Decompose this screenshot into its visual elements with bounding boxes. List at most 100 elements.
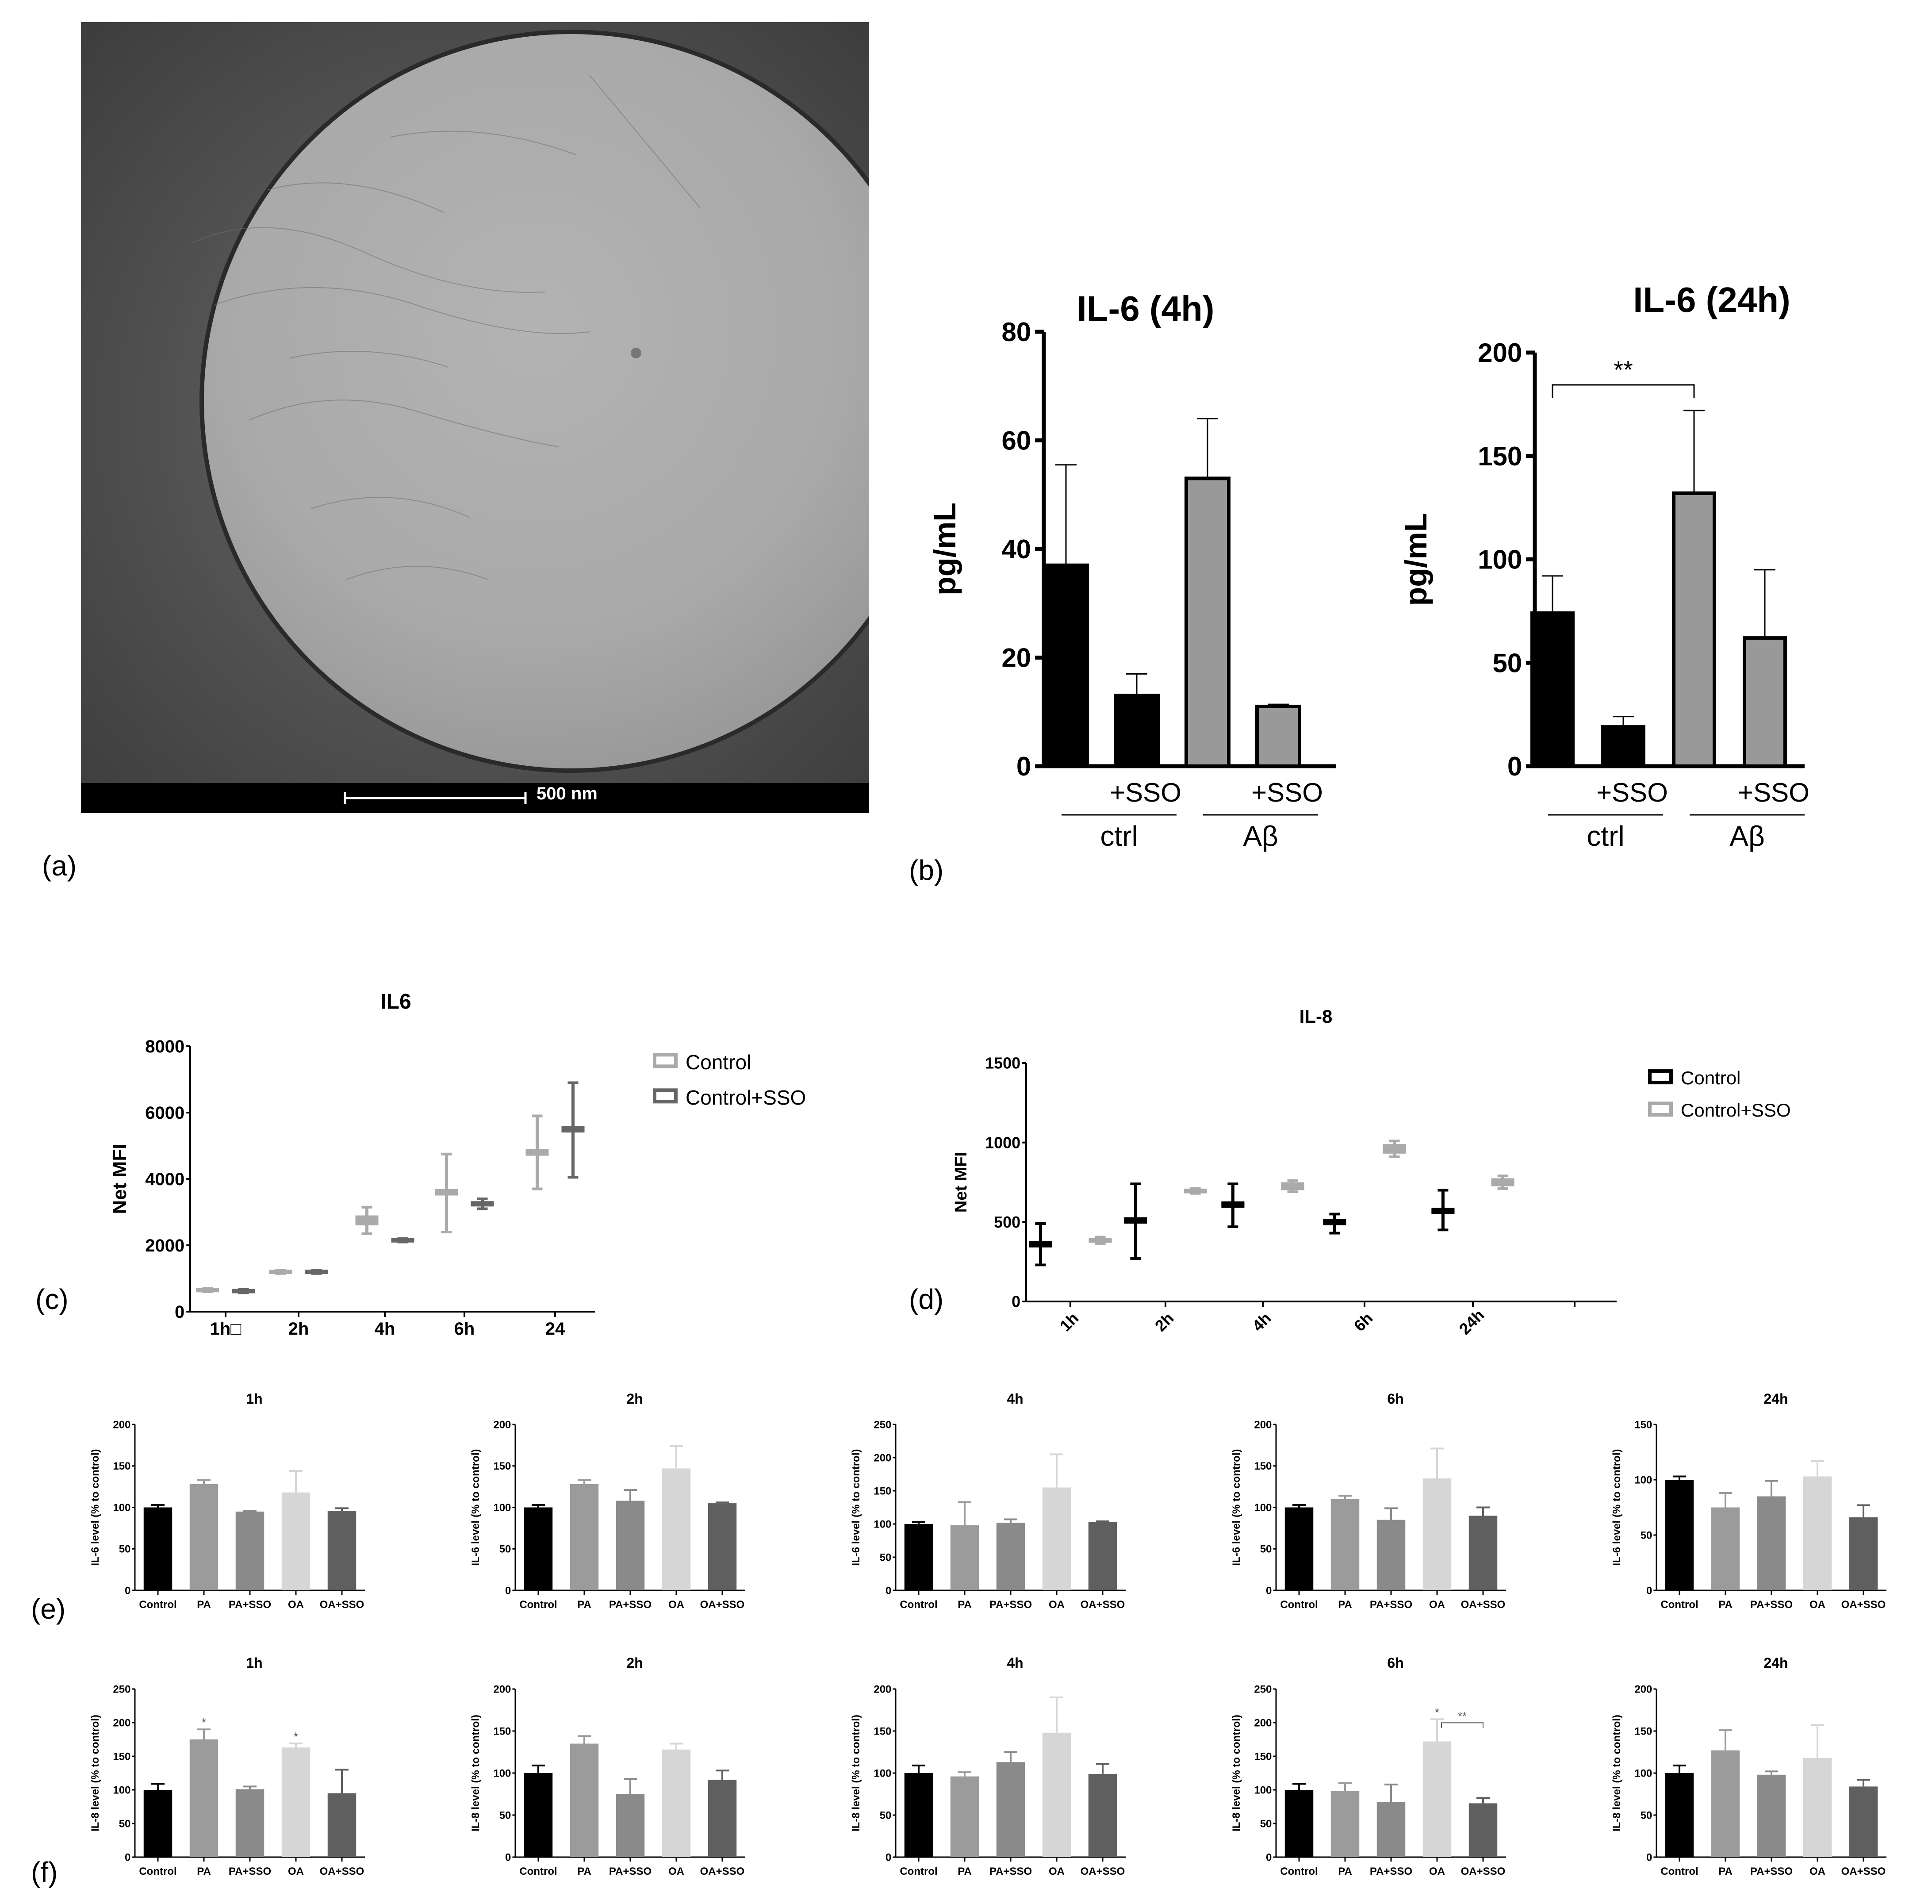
x-tick-label: 4h [375,1319,395,1339]
legend-entry: Control [686,1051,751,1074]
x-tick-label: PA [197,1599,211,1611]
bar [1601,725,1645,768]
y-tick-label: 0 [1646,1585,1652,1597]
y-tick-label: 250 [113,1683,130,1695]
bar [1043,563,1089,768]
y-tick-label: 200 [1478,338,1522,368]
x-tick-label: OA [668,1866,684,1877]
y-tick-label: 0 [1012,1293,1020,1311]
x-tick-label: Control [1280,1599,1318,1611]
y-tick-label: 50 [1492,648,1522,678]
chart-title: 2h [626,1391,643,1407]
bar [570,1743,599,1857]
significance-bracket [1441,1722,1484,1728]
legend-entry: Control+SSO [686,1086,806,1109]
bar [616,1501,645,1590]
bar [904,1773,933,1857]
bar [1284,1790,1314,1857]
bar [1088,1773,1117,1857]
y-tick-label: 200 [493,1419,511,1431]
y-tick-label: 150 [113,1460,130,1472]
bar-label: +SSO [1251,778,1323,807]
significance-mark: * [202,1716,207,1729]
x-tick-label: OA [1809,1599,1825,1611]
x-tick-label: OA+SSO [1461,1599,1506,1611]
x-tick-label: PA [197,1866,211,1877]
y-axis-label: IL-8 level (% to control) [89,1715,101,1831]
x-tick-label: Control [1660,1866,1698,1877]
x-tick-label: Control [900,1866,937,1877]
x-tick-label: Control [1660,1599,1698,1611]
y-tick-label: 0 [175,1302,184,1322]
y-tick-label: 80 [1001,317,1031,347]
panel-label-b: (b) [909,854,944,886]
y-tick-label: 150 [493,1460,511,1472]
group-label: ctrl [1100,820,1138,852]
bar [189,1484,218,1590]
y-tick-label: 150 [1634,1419,1652,1431]
y-tick-label: 150 [1254,1460,1272,1472]
y-tick-label: 60 [1001,426,1031,456]
group-label: ctrl [1587,820,1624,852]
y-tick-label: 150 [1254,1750,1272,1762]
y-tick-label: 150 [493,1725,511,1737]
chart-title: IL6 [380,990,411,1013]
y-tick-label: 50 [1641,1529,1652,1541]
chart-d: 0 500 1000 1500 Net MFI IL-8 1h 2h 4h 6h 24h Contro… [952,1006,1791,1338]
bar [570,1484,599,1590]
bar [235,1789,264,1857]
bar [1376,1520,1406,1590]
bar [281,1747,310,1857]
y-axis-label: IL-8 level (% to control) [470,1715,482,1831]
y-tick-label: 0 [1266,1851,1272,1863]
legend-entry: Control+SSO [1681,1100,1791,1121]
chart-e4: 0 50 100 150 200 IL-6 level (% to control) 6h C… [1230,1391,1506,1611]
chart-title: 1h [246,1391,262,1407]
y-tick-label: 100 [493,1767,511,1779]
chart-f3: 0 50 100 150 200 IL-8 level (% to control) 4h C… [850,1655,1126,1877]
bar [1330,1499,1360,1590]
bar [1376,1802,1406,1857]
chart-title: 4h [1007,1391,1023,1407]
chart-title: 6h [1387,1655,1403,1671]
x-tick-label: PA+SSO [1370,1599,1412,1611]
bar [143,1507,172,1590]
chart-title: IL-8 [1300,1006,1333,1027]
bar [1468,1803,1498,1857]
y-tick-label: 500 [994,1213,1020,1231]
y-tick-label: 50 [880,1809,892,1821]
y-tick-label: 150 [1634,1725,1652,1737]
bar [235,1511,264,1590]
bar [662,1468,691,1590]
y-tick-label: 0 [886,1585,891,1597]
bar-label: +SSO [1110,778,1181,807]
bar-label: +SSO [1738,778,1809,807]
x-tick-label: OA [1049,1599,1065,1611]
bar [524,1773,553,1857]
x-tick-label: 6h [1350,1309,1376,1335]
y-tick-label: 50 [880,1551,892,1563]
y-axis-label: IL-8 level (% to control) [1230,1715,1242,1831]
bar-label: +SSO [1596,778,1668,807]
bar [143,1790,172,1857]
y-axis-label: pg/mL [1399,513,1433,606]
x-tick-label: OA+SSO [700,1599,745,1611]
panel-label-e: (e) [31,1593,66,1625]
chart-f4: 0 50 100 150 200 250 IL-8 level (% to control)… [1230,1655,1506,1877]
x-tick-label: PA+SSO [1370,1866,1412,1877]
panel-label-c: (c) [35,1283,69,1315]
x-tick-label: PA [958,1866,972,1877]
chart-title: 2h [626,1655,643,1671]
bar [1757,1774,1786,1857]
y-tick-label: 200 [113,1717,130,1729]
y-tick-label: 50 [1260,1818,1272,1830]
x-tick-label: OA+SSO [1841,1866,1886,1877]
y-tick-label: 200 [113,1419,130,1431]
y-tick-label: 200 [874,1683,891,1695]
x-tick-label: PA+SSO [609,1866,652,1877]
bar [708,1503,737,1590]
bar [1088,1522,1117,1590]
bar [281,1492,310,1590]
y-tick-label: 1000 [985,1133,1020,1152]
